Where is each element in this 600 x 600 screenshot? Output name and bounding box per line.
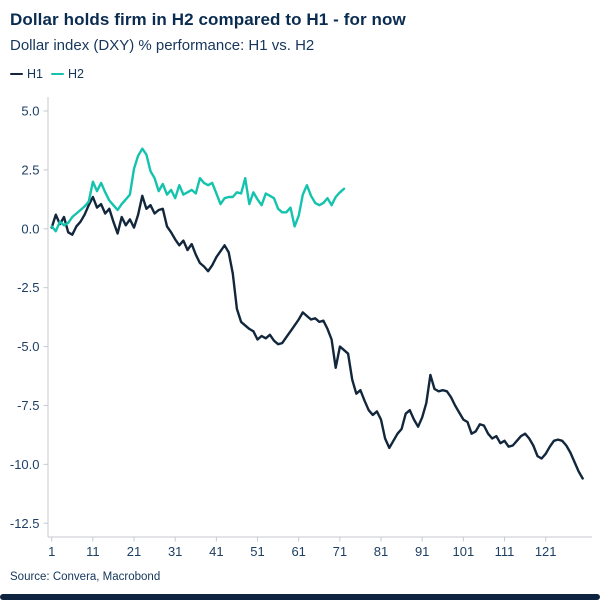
x-tick-label: 1 [48,544,55,559]
legend-item-h1: H1 [10,67,43,81]
x-tick-label: 111 [495,544,515,559]
h1-line [50,194,584,480]
x-tick-label: 21 [127,544,141,559]
chart-title: Dollar holds firm in H2 compared to H1 -… [10,10,406,29]
y-tick-label: -2.5 [17,280,39,295]
y-tick-label: -12.5 [10,516,40,531]
x-tick-label: 91 [415,544,429,559]
legend-item-h2: H2 [50,67,84,81]
x-tick-label: 101 [453,544,475,559]
x-tick-label: 81 [374,544,388,559]
y-tick-label: 5.0 [21,104,39,119]
y-tick-label: 2.5 [21,162,39,177]
h1-line-swatch [10,72,23,76]
x-tick-label: 61 [291,544,305,559]
x-tick-label: 51 [250,544,264,559]
legend-label-h1: H1 [27,67,43,81]
chart-subtitle: Dollar index (DXY) % performance: H1 vs.… [10,37,315,54]
x-tick-label: 71 [333,544,347,559]
y-tick-label: 0.0 [21,221,39,236]
y-tick-label: -7.5 [17,398,39,413]
source-note: Source: Convera, Macrobond [10,571,161,583]
y-tick-label: -10.0 [10,457,40,472]
h2-line-swatch [50,72,64,76]
h2-line [50,147,346,233]
x-tick-label: 41 [209,544,223,559]
legend-label-h2: H2 [67,67,84,81]
legend: H1 H2 [10,67,84,81]
brand-bottom-bar [0,594,600,600]
x-tick-label: 11 [86,544,100,559]
x-tick-label: 121 [535,544,557,559]
y-tick-label: -5.0 [17,339,39,354]
x-tick-label: 31 [168,544,182,559]
